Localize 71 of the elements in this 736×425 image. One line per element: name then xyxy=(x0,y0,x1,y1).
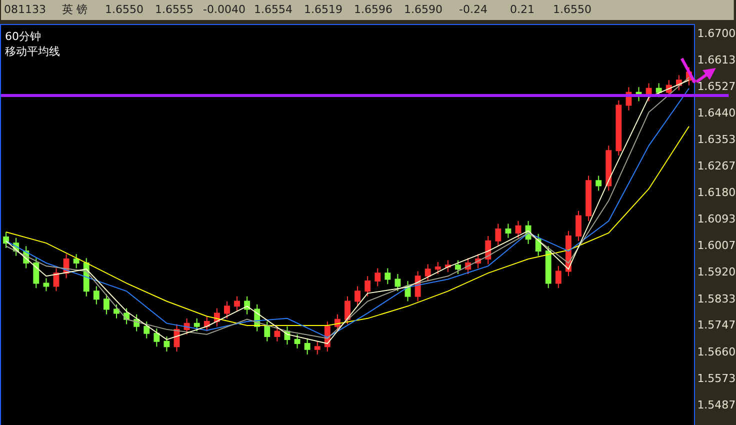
text: -0.0040 xyxy=(203,3,246,16)
text: 1.6554 xyxy=(254,3,292,16)
y-tick-label: 1.5573 xyxy=(697,372,736,385)
candlestick xyxy=(194,318,200,332)
y-tick-label: 1.5920 xyxy=(697,266,736,279)
y-tick-label: 1.6267 xyxy=(697,159,736,172)
y-tick-label: 1.5747 xyxy=(697,318,736,332)
candlestick xyxy=(384,268,391,285)
candlestick xyxy=(204,316,210,332)
candlestick xyxy=(114,304,120,319)
text: 1.6555 xyxy=(155,3,194,16)
text: 1.6596 xyxy=(354,3,392,16)
text: 1.6519 xyxy=(304,3,342,16)
candlestick xyxy=(314,340,320,356)
candlestick xyxy=(73,254,80,269)
candlestick xyxy=(586,175,592,222)
text: 1.6590 xyxy=(404,3,442,16)
y-tick-label: 1.6700 xyxy=(697,26,736,40)
text: -0.24 xyxy=(459,3,488,16)
candlestick xyxy=(424,264,431,282)
text: 0.21 xyxy=(510,3,534,16)
candlestick xyxy=(364,276,371,297)
candlestick xyxy=(53,268,60,292)
candlestick xyxy=(33,258,40,289)
candlestick xyxy=(154,328,160,348)
candlestick xyxy=(535,233,542,256)
y-tick-label: 1.5660 xyxy=(697,345,736,358)
candlestick xyxy=(264,320,270,342)
candlestick xyxy=(93,286,100,305)
candlestick xyxy=(3,232,9,248)
candlestick xyxy=(434,262,441,274)
candlestick xyxy=(144,320,150,339)
candlestick xyxy=(43,278,50,292)
candlestick xyxy=(545,246,552,289)
candlestick xyxy=(555,266,562,289)
y-tick-label: 1.5487 xyxy=(697,398,736,412)
y-tick-label: 1.6007 xyxy=(697,239,736,252)
text: 1.6550 xyxy=(553,3,592,16)
candlestick xyxy=(164,336,170,352)
y-tick-label: 1.6440 xyxy=(697,106,736,120)
candlestick xyxy=(234,296,240,312)
text: 英 镑 xyxy=(62,3,88,16)
candlestick xyxy=(224,300,230,319)
y-tick-label: 1.6527 xyxy=(697,80,736,93)
y-tick-label: 1.6093 xyxy=(697,212,736,226)
candlestick xyxy=(495,223,502,247)
text: 081133 xyxy=(4,3,46,16)
y-tick-label: 1.6180 xyxy=(697,186,736,200)
candlestick xyxy=(596,175,602,192)
candlestick xyxy=(505,223,512,238)
candlestick xyxy=(656,82,662,98)
text: 移动平均线 xyxy=(5,45,60,58)
candlestick xyxy=(616,100,622,156)
y-tick-label: 1.6353 xyxy=(697,133,736,146)
candlestick xyxy=(294,334,300,349)
candlestick xyxy=(606,145,612,192)
candlestick xyxy=(455,260,461,274)
candlestick xyxy=(274,326,280,342)
line-series xyxy=(6,126,690,326)
y-tick-label: 1.6613 xyxy=(697,53,736,66)
candlestick xyxy=(576,210,582,242)
candlestick xyxy=(515,220,522,238)
candlestick xyxy=(354,286,360,307)
candlestick xyxy=(374,268,381,287)
text: 1.6550 xyxy=(105,3,144,16)
candlestick xyxy=(304,338,310,356)
candlestick xyxy=(344,296,350,325)
candlestick xyxy=(104,294,110,315)
y-tick-label: 1.5833 xyxy=(697,292,736,306)
candlestick xyxy=(394,274,401,292)
text: 60分钟 xyxy=(5,30,41,43)
